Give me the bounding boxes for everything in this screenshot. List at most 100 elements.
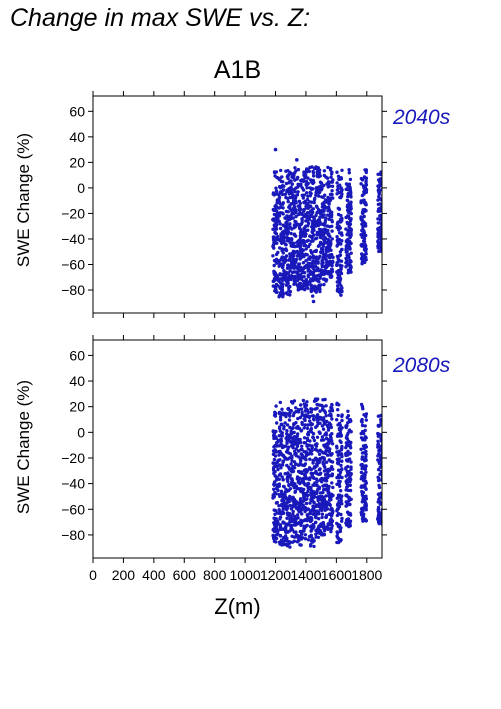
data-point [346, 414, 351, 418]
data-point [303, 423, 307, 427]
data-point [331, 178, 335, 182]
data-point [363, 257, 367, 261]
data-point [309, 407, 313, 411]
data-point [328, 433, 332, 437]
data-point [306, 194, 310, 198]
data-point [347, 184, 351, 188]
data-point [273, 170, 277, 175]
data-point [362, 446, 366, 451]
data-point [330, 409, 335, 413]
data-point [379, 469, 382, 474]
y-tick-label: 40 [69, 129, 85, 145]
data-point [308, 439, 312, 443]
data-point [296, 185, 300, 189]
data-point [305, 436, 310, 441]
data-point [303, 533, 308, 537]
data-point [338, 452, 342, 456]
data-point [274, 276, 278, 281]
data-point [320, 214, 324, 219]
data-point [272, 483, 276, 487]
data-point [321, 408, 325, 412]
data-point [274, 227, 278, 231]
data-point [338, 529, 343, 534]
data-point [292, 423, 296, 427]
data-point [336, 272, 340, 277]
data-point [308, 165, 312, 170]
data-point [279, 422, 283, 426]
data-point [329, 423, 333, 427]
data-point [335, 244, 339, 248]
data-point [294, 406, 298, 410]
data-point [316, 279, 320, 283]
data-point [285, 423, 290, 427]
data-point [302, 234, 306, 238]
data-point [346, 409, 350, 413]
data-point [289, 202, 293, 206]
data-point [364, 418, 368, 422]
data-point [299, 256, 303, 260]
x-tick-label: 800 [203, 567, 227, 583]
data-point [284, 487, 288, 491]
data-point [303, 287, 307, 292]
data-point [280, 407, 284, 411]
data-point [326, 263, 330, 268]
data-point [324, 515, 328, 519]
data-point [283, 542, 288, 547]
data-point [317, 194, 321, 198]
data-point [304, 524, 308, 529]
data-point [274, 501, 279, 505]
data-point [324, 404, 328, 408]
data-point [320, 512, 325, 516]
data-point [303, 474, 308, 479]
data-point [326, 501, 331, 506]
data-point [302, 487, 306, 492]
data-point [290, 523, 294, 527]
data-point [284, 444, 288, 448]
data-point [286, 196, 290, 201]
data-point [379, 439, 382, 443]
data-point [293, 452, 297, 456]
data-point [279, 439, 283, 443]
data-point [304, 179, 309, 184]
data-point [278, 272, 282, 276]
data-point [345, 232, 349, 237]
data-point [324, 279, 328, 283]
data-point [378, 472, 382, 476]
data-point [377, 460, 381, 464]
data-point [362, 175, 367, 179]
data-point [292, 188, 296, 192]
data-point [309, 289, 313, 294]
data-point [285, 190, 289, 194]
data-point [335, 540, 339, 545]
data-point [335, 235, 339, 239]
data-point [277, 477, 281, 481]
data-point [315, 435, 320, 439]
data-point [338, 434, 342, 438]
data-point [328, 495, 332, 500]
data-point [313, 196, 317, 201]
data-point [293, 277, 297, 282]
data-point [322, 282, 326, 287]
data-point [315, 415, 319, 419]
data-point [309, 239, 313, 243]
data-point [306, 489, 310, 493]
data-point [294, 214, 298, 219]
data-point [297, 269, 301, 273]
data-point [361, 225, 365, 229]
data-point [303, 243, 308, 248]
data-point [302, 173, 306, 177]
data-point [323, 508, 327, 512]
data-point [305, 215, 309, 220]
data-point [271, 493, 275, 497]
data-point [335, 418, 339, 422]
data-point [336, 212, 341, 217]
data-point [274, 478, 279, 482]
data-point [339, 186, 343, 190]
data-point [273, 470, 277, 474]
data-point [330, 474, 334, 478]
data-point [287, 418, 292, 422]
data-point [289, 477, 293, 481]
data-point [288, 545, 292, 549]
data-point [326, 165, 330, 170]
data-point [316, 510, 321, 515]
